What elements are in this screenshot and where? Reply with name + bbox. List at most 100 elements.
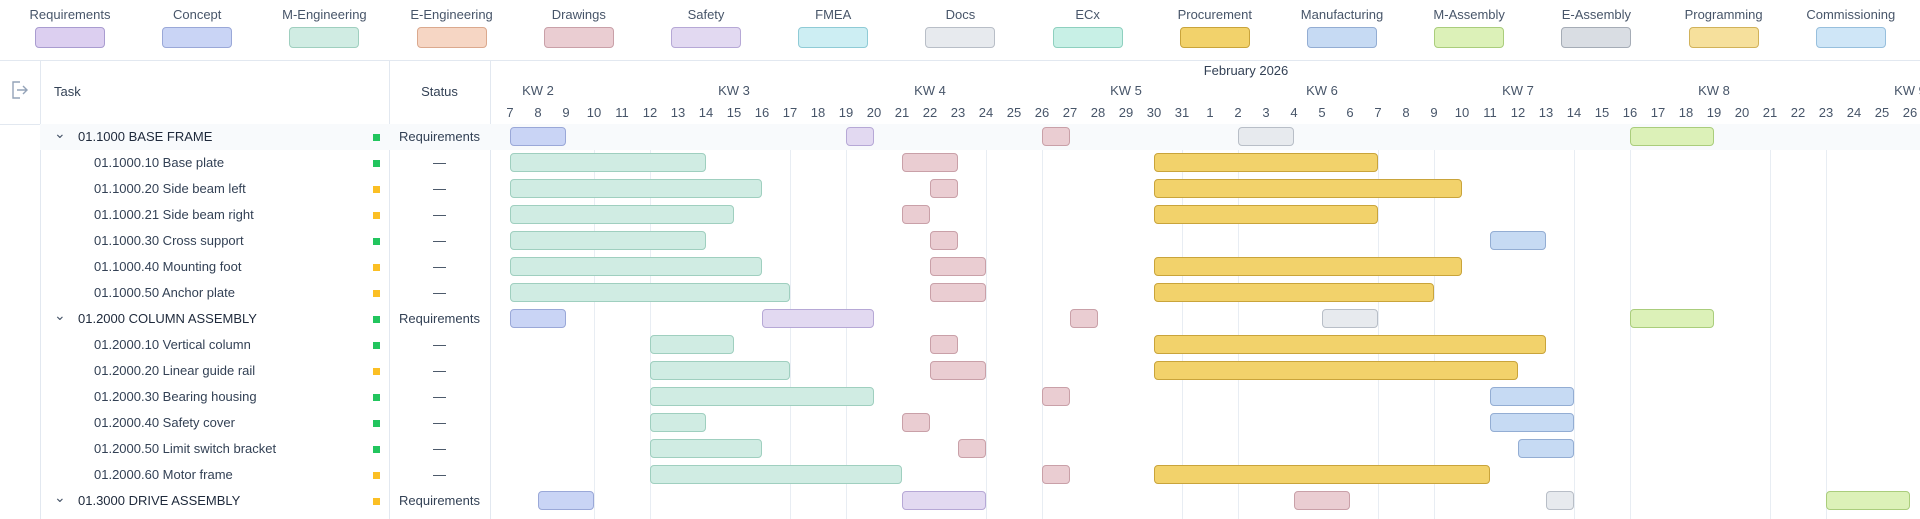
day-label: 24 bbox=[978, 105, 994, 120]
legend-swatch bbox=[1179, 27, 1250, 48]
task-row[interactable]: 01.1000.20 Side beam left — bbox=[40, 176, 1920, 202]
gantt-bar-drawings[interactable] bbox=[1042, 127, 1070, 146]
gantt-bar-manufacturing[interactable] bbox=[1490, 387, 1574, 406]
legend-item[interactable]: ECx bbox=[1028, 6, 1148, 48]
day-label: 12 bbox=[642, 105, 658, 120]
day-label: 21 bbox=[1762, 105, 1778, 120]
legend-item[interactable]: Drawings bbox=[519, 6, 639, 48]
gantt-bar-manufacturing[interactable] bbox=[1518, 439, 1574, 458]
legend-item[interactable]: Safety bbox=[646, 6, 766, 48]
exit-icon[interactable] bbox=[8, 79, 30, 101]
gantt-bar-drawings[interactable] bbox=[1294, 491, 1350, 510]
task-name: 01.2000.50 Limit switch bracket bbox=[94, 441, 277, 456]
gantt-bar-drawings[interactable] bbox=[1042, 465, 1070, 484]
legend-item[interactable]: Docs bbox=[900, 6, 1020, 48]
gantt-bar-drawings[interactable] bbox=[1042, 387, 1070, 406]
gantt-bar-drawings[interactable] bbox=[1070, 309, 1098, 328]
gantt-bar-m-engineering[interactable] bbox=[510, 153, 706, 172]
group-row[interactable]: ⌄ 01.2000 COLUMN ASSEMBLY Requirements bbox=[40, 306, 1920, 332]
gantt-bar-m-engineering[interactable] bbox=[510, 231, 706, 250]
gantt-bar-drawings[interactable] bbox=[930, 283, 986, 302]
task-row[interactable]: 01.1000.21 Side beam right — bbox=[40, 202, 1920, 228]
task-name: 01.1000.10 Base plate bbox=[94, 155, 225, 170]
day-label: 10 bbox=[586, 105, 602, 120]
gantt-bar-m-engineering[interactable] bbox=[650, 361, 790, 380]
legend-item[interactable]: FMEA bbox=[773, 6, 893, 48]
chevron-down-icon[interactable]: ⌄ bbox=[54, 489, 66, 505]
gantt-bar-m-assembly[interactable] bbox=[1630, 127, 1714, 146]
group-row[interactable]: ⌄ 01.3000 DRIVE ASSEMBLY Requirements bbox=[40, 488, 1920, 514]
gantt-bar-concept[interactable] bbox=[538, 491, 594, 510]
gantt-bar-procurement[interactable] bbox=[1154, 465, 1490, 484]
task-row[interactable]: 01.1000.10 Base plate — bbox=[40, 150, 1920, 176]
gantt-bar-safety[interactable] bbox=[762, 309, 874, 328]
chevron-down-icon[interactable]: ⌄ bbox=[54, 125, 66, 141]
gantt-bar-drawings[interactable] bbox=[930, 335, 958, 354]
gantt-bar-drawings[interactable] bbox=[930, 361, 986, 380]
day-label: 14 bbox=[1566, 105, 1582, 120]
gantt-bar-drawings[interactable] bbox=[902, 205, 930, 224]
legend-swatch bbox=[162, 27, 233, 48]
status-column-header[interactable]: Status bbox=[421, 84, 458, 99]
task-row[interactable]: 01.2000.50 Limit switch bracket — bbox=[40, 436, 1920, 462]
gantt-bar-m-assembly[interactable] bbox=[1826, 491, 1910, 510]
task-row[interactable]: 01.2000.20 Linear guide rail — bbox=[40, 358, 1920, 384]
legend-item[interactable]: M-Engineering bbox=[264, 6, 384, 48]
chevron-down-icon[interactable]: ⌄ bbox=[54, 307, 66, 323]
gantt-bar-m-engineering[interactable] bbox=[650, 335, 734, 354]
gantt-bar-safety[interactable] bbox=[902, 491, 986, 510]
task-row[interactable]: 01.2000.10 Vertical column — bbox=[40, 332, 1920, 358]
gantt-bar-procurement[interactable] bbox=[1154, 283, 1434, 302]
legend-item[interactable]: Manufacturing bbox=[1282, 6, 1402, 48]
gantt-bar-procurement[interactable] bbox=[1154, 179, 1462, 198]
legend-item[interactable]: Procurement bbox=[1155, 6, 1275, 48]
gantt-bar-safety[interactable] bbox=[846, 127, 874, 146]
gantt-bar-manufacturing[interactable] bbox=[1490, 231, 1546, 250]
task-row[interactable]: 01.2000.30 Bearing housing — bbox=[40, 384, 1920, 410]
gantt-bar-docs[interactable] bbox=[1238, 127, 1294, 146]
gantt-bar-m-engineering[interactable] bbox=[650, 413, 706, 432]
gantt-bar-procurement[interactable] bbox=[1154, 335, 1546, 354]
legend-item[interactable]: E-Assembly bbox=[1536, 6, 1656, 48]
legend-item[interactable]: M-Assembly bbox=[1409, 6, 1529, 48]
group-row[interactable]: ⌄ 01.1000 BASE FRAME Requirements bbox=[40, 124, 1920, 150]
task-row[interactable]: 01.1000.30 Cross support — bbox=[40, 228, 1920, 254]
task-row[interactable]: 01.1000.40 Mounting foot — bbox=[40, 254, 1920, 280]
gantt-bar-m-engineering[interactable] bbox=[510, 179, 762, 198]
gantt-bar-m-engineering[interactable] bbox=[510, 283, 790, 302]
legend-item[interactable]: Concept bbox=[137, 6, 257, 48]
gantt-bar-m-engineering[interactable] bbox=[510, 205, 734, 224]
gantt-bar-drawings[interactable] bbox=[930, 257, 986, 276]
task-column-header[interactable]: Task bbox=[54, 84, 81, 99]
gantt-bar-drawings[interactable] bbox=[902, 153, 958, 172]
task-row[interactable]: 01.1000.50 Anchor plate — bbox=[40, 280, 1920, 306]
legend-item[interactable]: E-Engineering bbox=[392, 6, 512, 48]
legend-item[interactable]: Requirements bbox=[10, 6, 130, 48]
gantt-bar-concept[interactable] bbox=[510, 127, 566, 146]
gantt-bar-drawings[interactable] bbox=[930, 179, 958, 198]
gantt-bar-docs[interactable] bbox=[1546, 491, 1574, 510]
gantt-bar-procurement[interactable] bbox=[1154, 257, 1462, 276]
gantt-bar-procurement[interactable] bbox=[1154, 205, 1378, 224]
gantt-bar-m-engineering[interactable] bbox=[510, 257, 762, 276]
gantt-bar-drawings[interactable] bbox=[958, 439, 986, 458]
gantt-bar-drawings[interactable] bbox=[902, 413, 930, 432]
gantt-bar-manufacturing[interactable] bbox=[1490, 413, 1574, 432]
gantt-bar-m-engineering[interactable] bbox=[650, 465, 902, 484]
day-label: 5 bbox=[1318, 105, 1326, 120]
day-label: 8 bbox=[534, 105, 542, 120]
task-row[interactable]: 01.2000.40 Safety cover — bbox=[40, 410, 1920, 436]
status-dot bbox=[373, 446, 380, 453]
gantt-bar-drawings[interactable] bbox=[930, 231, 958, 250]
task-row[interactable]: 01.2000.60 Motor frame — bbox=[40, 462, 1920, 488]
gantt-bar-m-engineering[interactable] bbox=[650, 439, 762, 458]
gantt-bar-m-assembly[interactable] bbox=[1630, 309, 1714, 328]
legend-label: Commissioning bbox=[1806, 7, 1896, 22]
gantt-bar-m-engineering[interactable] bbox=[650, 387, 874, 406]
legend-item[interactable]: Programming bbox=[1664, 6, 1784, 48]
gantt-bar-procurement[interactable] bbox=[1154, 361, 1518, 380]
gantt-bar-concept[interactable] bbox=[510, 309, 566, 328]
gantt-bar-docs[interactable] bbox=[1322, 309, 1378, 328]
legend-item[interactable]: Commissioning bbox=[1791, 6, 1911, 48]
gantt-bar-procurement[interactable] bbox=[1154, 153, 1378, 172]
